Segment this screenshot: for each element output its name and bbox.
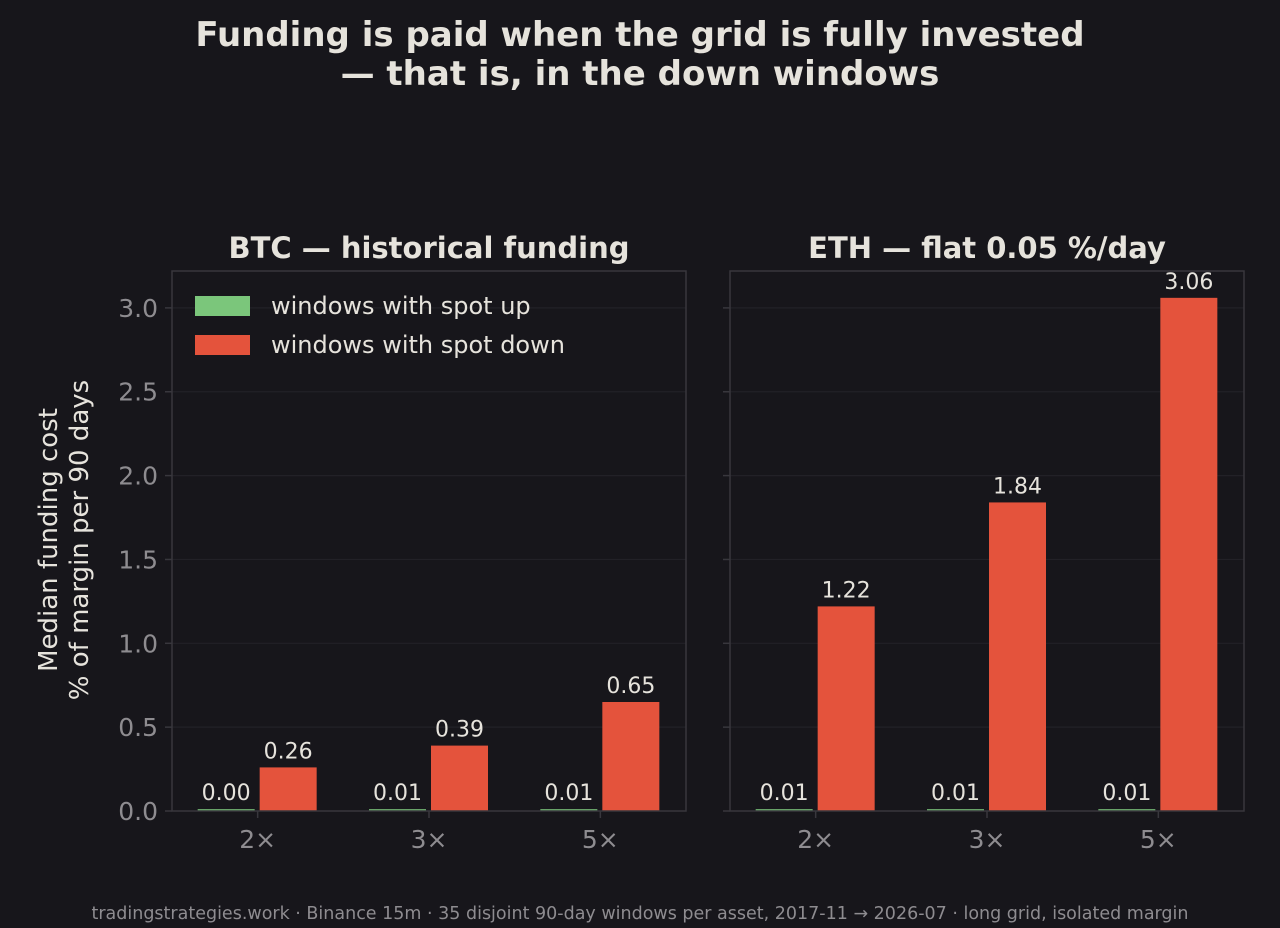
y-tick-label: 0.5: [118, 713, 158, 742]
bar-value-label: 3.06: [1164, 270, 1213, 295]
bar-value-label: 0.01: [931, 781, 980, 806]
bar-value-label: 0.39: [435, 718, 484, 743]
y-tick-label: 1.0: [118, 629, 158, 658]
bar-spot-up: [1098, 809, 1156, 811]
bar-spot-up: [197, 809, 255, 811]
x-tick-label: 2×: [797, 825, 834, 854]
bar-value-label: 0.65: [606, 674, 655, 699]
panel-title: ETH — flat 0.05 %/day: [808, 231, 1166, 265]
bar-spot-up: [755, 809, 813, 811]
y-tick-label: 2.0: [118, 462, 158, 491]
legend-label: windows with spot down: [271, 331, 565, 359]
footer-note: tradingstrategies.work · Binance 15m · 3…: [91, 904, 1188, 924]
x-tick-label: 3×: [411, 825, 448, 854]
bar-spot-down: [989, 502, 1046, 811]
panel-title: BTC — historical funding: [228, 231, 629, 265]
bar-value-label: 0.01: [544, 781, 593, 806]
plot-area: [730, 271, 1244, 811]
y-axis-label-line2: % of margin per 90 days: [65, 380, 95, 700]
bar-spot-down: [817, 606, 875, 811]
legend-swatch: [195, 335, 250, 355]
plot-frame: [171, 270, 687, 812]
bar-value-label: 0.00: [202, 781, 251, 806]
bar-value-label: 1.84: [993, 474, 1042, 499]
legend-label: windows with spot up: [271, 292, 531, 320]
figure-title-line2: — that is, in the down windows: [341, 54, 940, 94]
y-tick-label: 3.0: [118, 294, 158, 323]
y-tick-label: 1.5: [118, 545, 158, 574]
y-axis-label-line1: Median funding cost: [34, 408, 64, 672]
legend-swatch: [195, 296, 250, 316]
x-tick-label: 5×: [1140, 825, 1177, 854]
bar-value-label: 0.01: [760, 781, 809, 806]
bar-spot-up: [927, 809, 984, 811]
bar-spot-up: [540, 809, 598, 811]
bar-value-label: 0.26: [264, 739, 313, 764]
x-tick-label: 2×: [239, 825, 276, 854]
x-tick-label: 3×: [969, 825, 1006, 854]
x-tick-label: 5×: [582, 825, 619, 854]
bar-spot-down: [602, 701, 660, 811]
bar-value-label: 0.01: [1102, 781, 1151, 806]
y-tick-label: 0.0: [118, 797, 158, 826]
bar-spot-up: [369, 809, 426, 811]
bar-spot-down: [431, 745, 488, 811]
bar-spot-down: [1160, 297, 1218, 812]
y-axis-label: Median funding cost % of margin per 90 d…: [34, 380, 95, 700]
bar-spot-down: [259, 767, 317, 811]
y-tick-label: 2.5: [118, 378, 158, 407]
bar-value-label: 0.01: [373, 781, 422, 806]
plot-frame: [729, 270, 1245, 812]
bar-value-label: 1.22: [822, 578, 871, 603]
plot-area: [172, 271, 686, 811]
figure-title-line1: Funding is paid when the grid is fully i…: [195, 15, 1084, 55]
